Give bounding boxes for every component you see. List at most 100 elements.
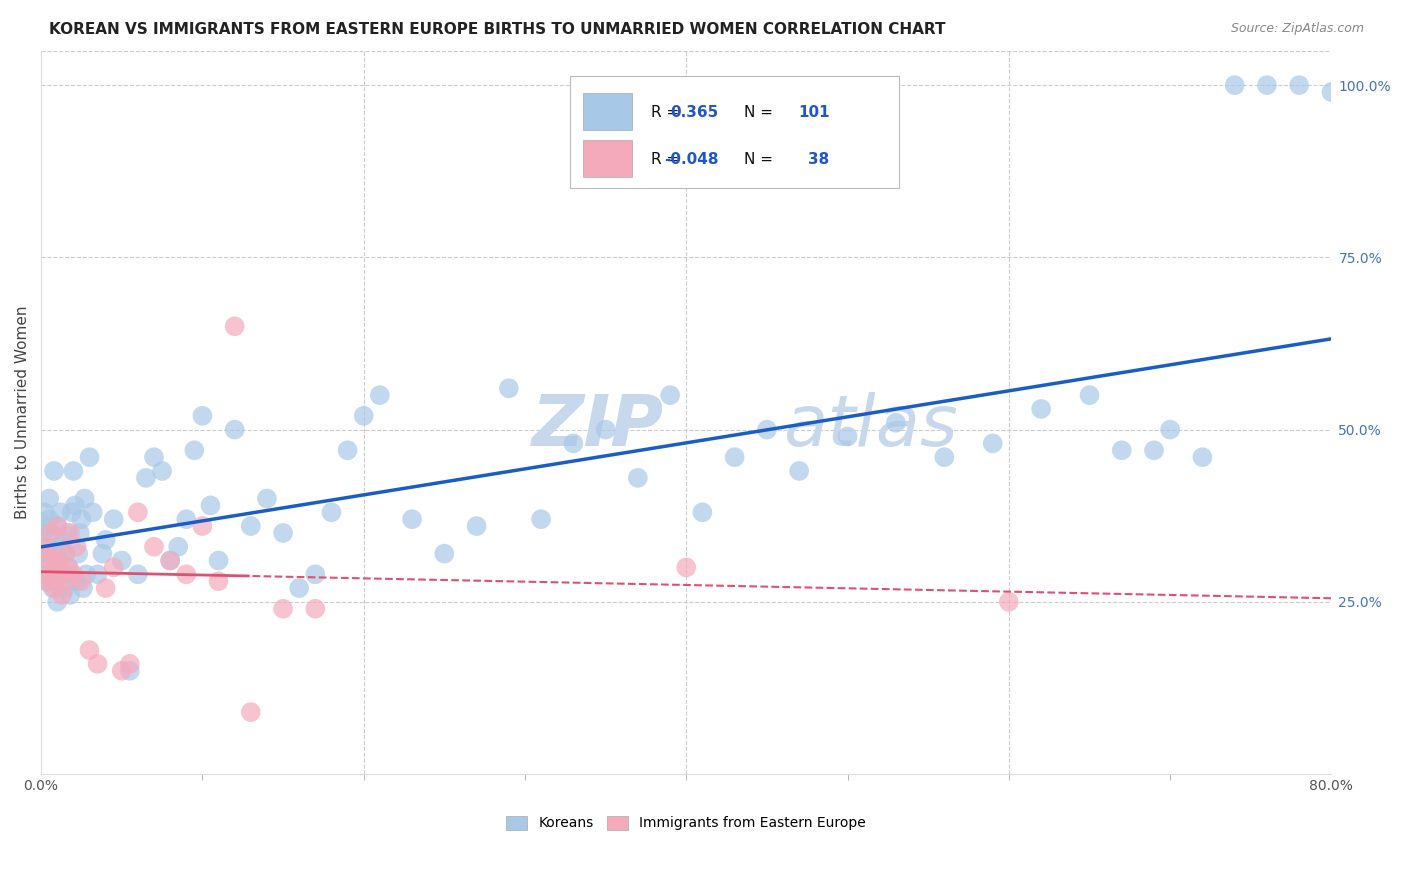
Point <box>94 533 117 547</box>
Point <box>336 443 359 458</box>
Point <box>1368 388 1391 402</box>
Point <box>692 505 714 519</box>
Point <box>37 547 59 561</box>
Point <box>288 581 311 595</box>
Y-axis label: Births to Unmarried Women: Births to Unmarried Women <box>15 306 30 519</box>
Point <box>69 525 91 540</box>
FancyBboxPatch shape <box>583 140 633 178</box>
Point <box>35 574 58 589</box>
Point <box>56 574 79 589</box>
Point <box>659 388 682 402</box>
Legend: Koreans, Immigrants from Eastern Europe: Koreans, Immigrants from Eastern Europe <box>501 810 872 836</box>
Point <box>433 547 456 561</box>
Point <box>70 574 93 589</box>
Point <box>46 595 69 609</box>
Point <box>207 574 229 589</box>
Point <box>1029 401 1052 416</box>
Point <box>51 567 73 582</box>
Point <box>1385 436 1406 450</box>
Point <box>135 471 157 485</box>
Point <box>37 574 59 589</box>
Point <box>34 505 56 519</box>
Point <box>42 560 65 574</box>
Point <box>65 540 87 554</box>
Point <box>38 512 60 526</box>
Point <box>58 560 80 574</box>
Point <box>239 519 262 533</box>
Point <box>59 525 82 540</box>
Point <box>837 429 859 443</box>
Point <box>73 491 96 506</box>
Point <box>39 567 62 582</box>
Point <box>150 464 173 478</box>
Point <box>45 560 67 574</box>
Point <box>465 519 488 533</box>
Point <box>256 491 278 506</box>
Point <box>1143 443 1166 458</box>
Point <box>304 601 326 615</box>
Point <box>94 581 117 595</box>
Point <box>79 643 101 657</box>
Point <box>1288 78 1310 92</box>
Text: 0.365: 0.365 <box>671 104 718 120</box>
Point <box>48 553 70 567</box>
Text: ZIP: ZIP <box>531 392 664 461</box>
Point <box>1256 78 1278 92</box>
Point <box>31 525 53 540</box>
Point <box>1223 78 1246 92</box>
Point <box>884 416 907 430</box>
Point <box>67 547 90 561</box>
Point <box>627 471 650 485</box>
Point <box>1111 443 1133 458</box>
Point <box>60 505 83 519</box>
Point <box>159 553 181 567</box>
Point <box>58 560 80 574</box>
Point <box>48 553 70 567</box>
Point <box>35 519 58 533</box>
Point <box>1320 85 1343 99</box>
Point <box>35 560 58 574</box>
Point <box>981 436 1004 450</box>
Point <box>787 464 810 478</box>
Point <box>62 567 84 582</box>
Point <box>1336 353 1358 368</box>
Point <box>38 553 60 567</box>
Text: KOREAN VS IMMIGRANTS FROM EASTERN EUROPE BIRTHS TO UNMARRIED WOMEN CORRELATION C: KOREAN VS IMMIGRANTS FROM EASTERN EUROPE… <box>49 22 946 37</box>
Point <box>72 581 94 595</box>
Point <box>271 601 294 615</box>
Point <box>174 512 197 526</box>
Point <box>498 381 520 395</box>
Point <box>70 512 93 526</box>
Point <box>46 519 69 533</box>
Point <box>56 525 79 540</box>
Point <box>159 553 181 567</box>
Point <box>321 505 343 519</box>
Point <box>91 547 114 561</box>
Point <box>52 533 75 547</box>
Point <box>207 553 229 567</box>
Point <box>49 567 72 582</box>
Point <box>79 450 101 465</box>
Point <box>224 423 246 437</box>
Point <box>42 464 65 478</box>
Point <box>183 443 205 458</box>
Point <box>42 581 65 595</box>
Point <box>200 499 222 513</box>
Point <box>41 547 63 561</box>
Point <box>1191 450 1213 465</box>
Point <box>368 388 391 402</box>
Point <box>111 664 134 678</box>
Point <box>82 505 104 519</box>
Point <box>174 567 197 582</box>
Point <box>46 519 69 533</box>
Point <box>103 560 125 574</box>
Point <box>167 540 190 554</box>
Point <box>401 512 423 526</box>
Point <box>271 525 294 540</box>
Point <box>127 505 149 519</box>
Point <box>53 547 76 561</box>
FancyBboxPatch shape <box>583 93 633 130</box>
Point <box>118 657 141 671</box>
Point <box>41 574 63 589</box>
Point <box>37 540 59 554</box>
